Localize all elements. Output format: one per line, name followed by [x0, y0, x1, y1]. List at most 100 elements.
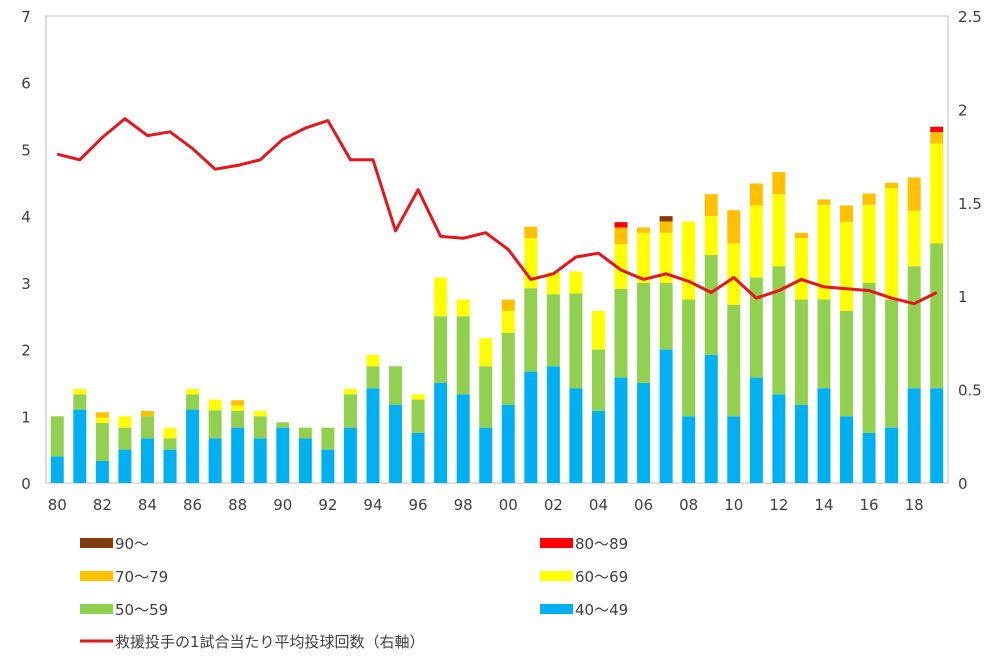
- bar-14-50〜59: [817, 299, 831, 389]
- bar-05-50〜59: [614, 288, 628, 378]
- x-axis-tick: 96: [409, 496, 428, 514]
- bar-10-40〜49: [727, 416, 741, 483]
- bar-87-50〜59: [208, 410, 222, 439]
- x-axis-tick: 16: [860, 496, 879, 514]
- bar-82-50〜59: [95, 422, 109, 461]
- x-axis-tick: 88: [228, 496, 247, 514]
- bar-04-60〜69: [591, 310, 605, 350]
- bar-94-40〜49: [366, 388, 380, 483]
- left-axis-tick: 0: [21, 475, 31, 493]
- bar-03-60〜69: [569, 271, 583, 294]
- bar-15-40〜49: [840, 416, 854, 483]
- bar-10-60〜69: [727, 243, 741, 305]
- plot-area-border: [45, 15, 949, 484]
- bar-06-40〜49: [637, 382, 651, 483]
- bar-86-40〜49: [186, 409, 200, 483]
- bar-98-50〜59: [456, 316, 470, 395]
- bar-16-50〜59: [862, 282, 876, 433]
- x-axis-tick: 14: [814, 496, 833, 514]
- x-axis-tick: 92: [318, 496, 337, 514]
- bar-01-70〜79: [524, 226, 538, 239]
- relief-innings-line: [56, 117, 938, 306]
- x-axis-tick: 82: [93, 496, 112, 514]
- bars-group: [50, 126, 944, 483]
- bar-84-40〜49: [140, 438, 154, 483]
- left-axis-tick: 4: [21, 208, 31, 226]
- legend-label-60〜69: 60〜69: [575, 568, 628, 586]
- bar-85-40〜49: [163, 449, 177, 483]
- x-axis-tick: 12: [769, 496, 788, 514]
- legend-swatch-70〜79: [80, 571, 113, 581]
- bar-90-40〜49: [276, 427, 290, 483]
- bar-19-80〜89: [930, 126, 944, 133]
- x-axis-tick: 00: [499, 496, 518, 514]
- x-axis-tick: 80: [48, 496, 67, 514]
- bar-02-50〜59: [546, 294, 560, 367]
- bar-92-50〜59: [321, 427, 335, 450]
- bar-00-40〜49: [501, 404, 515, 483]
- bar-84-70〜79: [140, 410, 154, 417]
- bar-19-60〜69: [930, 143, 944, 244]
- bar-13-50〜59: [794, 299, 808, 405]
- bar-16-70〜79: [862, 193, 876, 205]
- bar-95-40〜49: [389, 404, 403, 483]
- legend-swatch-50〜59: [80, 604, 113, 614]
- bar-94-50〜59: [366, 366, 380, 389]
- bar-17-40〜49: [885, 427, 899, 483]
- bar-81-60〜69: [73, 388, 87, 395]
- bar-99-40〜49: [479, 427, 493, 483]
- bar-13-40〜49: [794, 404, 808, 483]
- bar-19-40〜49: [930, 388, 944, 483]
- bar-04-50〜59: [591, 349, 605, 411]
- legend-swatch-90〜: [80, 538, 113, 548]
- bar-03-40〜49: [569, 388, 583, 483]
- bar-97-50〜59: [434, 316, 448, 383]
- bar-83-60〜69: [118, 416, 132, 428]
- bar-11-40〜49: [749, 377, 763, 483]
- bar-96-50〜59: [411, 399, 425, 433]
- bar-85-50〜59: [163, 438, 177, 450]
- bar-09-40〜49: [704, 354, 718, 483]
- x-axis-tick: 94: [363, 496, 382, 514]
- left-axis-tick: 2: [21, 342, 31, 360]
- bar-14-60〜69: [817, 204, 831, 300]
- bar-10-70〜79: [727, 210, 741, 244]
- bar-04-40〜49: [591, 410, 605, 483]
- bar-07-70〜79: [659, 221, 673, 233]
- bar-86-60〜69: [186, 388, 200, 395]
- bar-99-50〜59: [479, 366, 493, 428]
- bar-08-40〜49: [682, 416, 696, 483]
- bar-86-50〜59: [186, 394, 200, 410]
- left-axis-tick: 6: [21, 75, 31, 93]
- left-axis-tick: 7: [21, 8, 31, 26]
- bar-00-60〜69: [501, 310, 515, 333]
- bar-18-60〜69: [907, 210, 921, 267]
- x-axis-tick: 04: [589, 496, 608, 514]
- bar-12-70〜79: [772, 172, 786, 195]
- bar-08-60〜69: [682, 221, 696, 300]
- bar-18-70〜79: [907, 177, 921, 211]
- bar-19-50〜59: [930, 243, 944, 389]
- left-axis-tick: 5: [21, 141, 31, 159]
- bar-11-70〜79: [749, 183, 763, 206]
- bar-98-60〜69: [456, 299, 470, 317]
- x-axis-tick: 84: [138, 496, 157, 514]
- bar-17-60〜69: [885, 188, 899, 300]
- bar-00-50〜59: [501, 332, 515, 405]
- bar-82-70〜79: [95, 412, 109, 418]
- bar-19-70〜79: [930, 132, 944, 144]
- bar-95-50〜59: [389, 366, 403, 405]
- bar-88-50〜59: [231, 410, 245, 428]
- bar-81-50〜59: [73, 394, 87, 410]
- bar-89-60〜69: [253, 410, 267, 417]
- bar-10-50〜59: [727, 304, 741, 417]
- legend-swatch-40〜49: [540, 604, 573, 614]
- bar-15-60〜69: [840, 222, 854, 311]
- bar-12-50〜59: [772, 266, 786, 395]
- bar-88-70〜79: [231, 400, 245, 406]
- bar-15-70〜79: [840, 205, 854, 223]
- bar-06-60〜69: [637, 232, 651, 283]
- bar-14-40〜49: [817, 388, 831, 483]
- legend: 90〜 80〜89 70〜79 60〜69 50〜59 40〜49 救援投手の1試合当たり平…: [80, 535, 628, 651]
- x-axis-tick: 10: [724, 496, 743, 514]
